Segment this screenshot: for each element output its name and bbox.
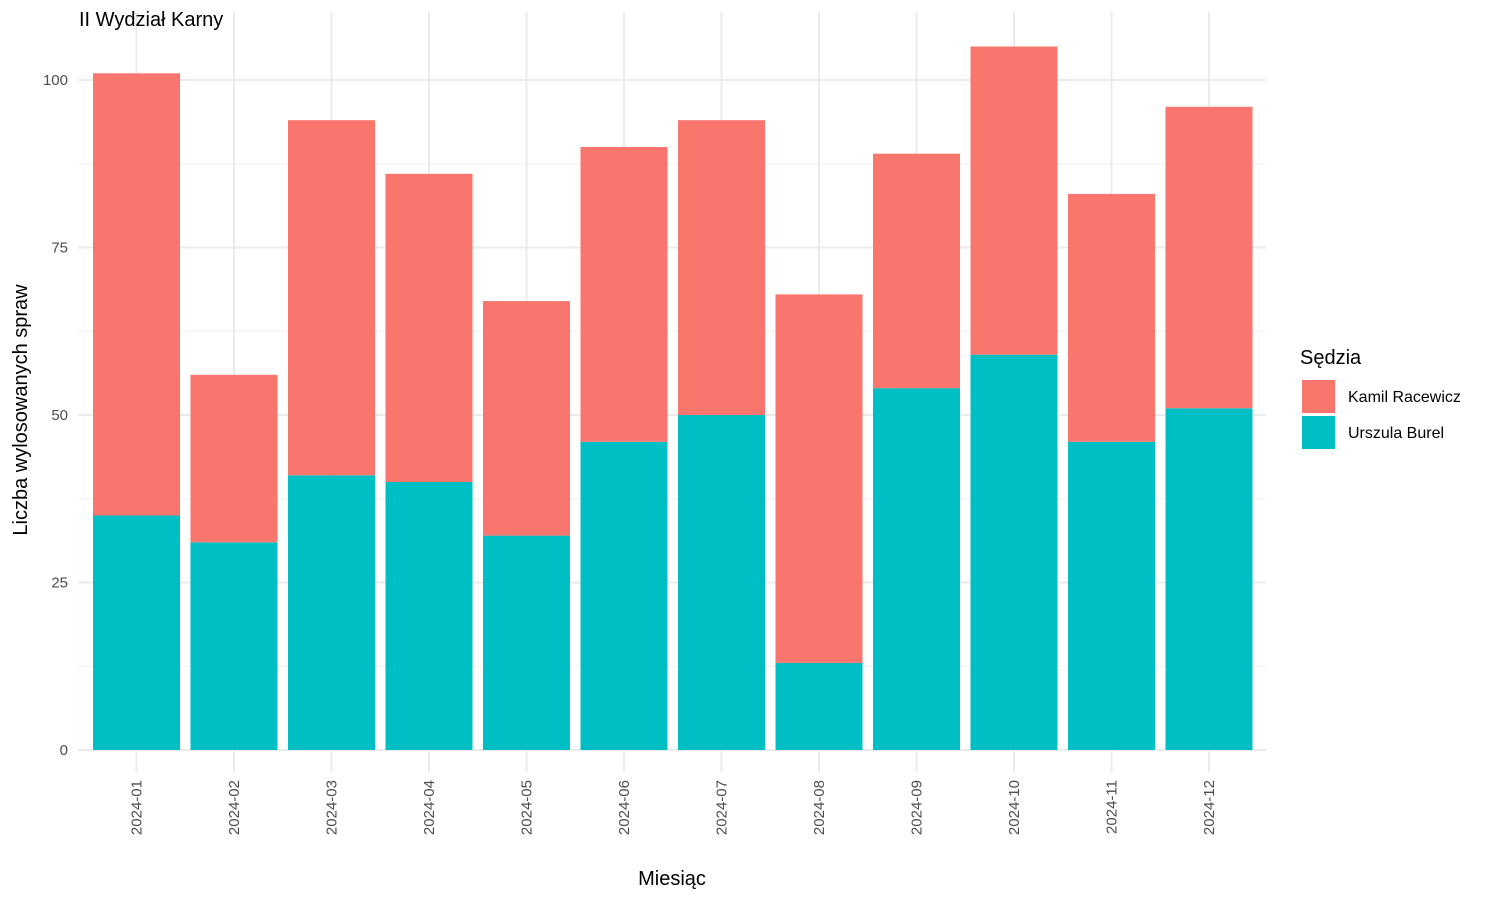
legend-swatch xyxy=(1302,380,1335,413)
y-tick-label: 75 xyxy=(51,240,68,257)
bar-segment xyxy=(190,542,278,750)
x-tick-label: 2024-07 xyxy=(714,780,731,835)
bar-segment xyxy=(970,46,1058,355)
bar-segment xyxy=(93,73,180,516)
x-tick-label: 2024-09 xyxy=(909,780,926,835)
bar-segment xyxy=(1165,408,1253,750)
bar-segment xyxy=(678,415,765,750)
x-axis-ticks: 2024-01 2024-02 2024-03 2024-04 2024-05 2024-… xyxy=(129,780,1219,835)
x-tick-label: 2024-03 xyxy=(324,780,341,835)
bar-segment xyxy=(775,662,863,750)
bar-segment xyxy=(678,120,765,415)
y-axis-title: Liczba wylosowanych spraw xyxy=(10,284,32,536)
x-tick-label: 2024-01 xyxy=(129,780,146,835)
bar-segment xyxy=(385,173,473,483)
bar-segment xyxy=(580,147,668,442)
legend-label: Kamil Racewicz xyxy=(1348,389,1461,406)
bar-segment xyxy=(873,153,960,389)
y-tick-label: 100 xyxy=(43,72,68,89)
bar-segment xyxy=(775,294,863,663)
x-tick-label: 2024-06 xyxy=(616,780,633,835)
x-axis-title: Miesiąc xyxy=(638,868,706,890)
y-axis-ticks: 0 25 50 75 100 xyxy=(43,72,68,759)
bar-segment xyxy=(1068,193,1155,442)
x-tick-label: 2024-02 xyxy=(226,780,243,835)
bar-segment xyxy=(873,388,960,750)
x-tick-label: 2024-12 xyxy=(1201,780,1218,835)
bar-segment xyxy=(288,120,375,476)
bar-segment xyxy=(1068,441,1155,750)
bar-segment xyxy=(93,515,180,750)
bar-segment xyxy=(288,475,375,750)
bar-segment xyxy=(580,441,668,750)
bar-segment xyxy=(1165,106,1253,409)
bar-segment xyxy=(483,301,570,536)
bar-segment xyxy=(385,482,473,750)
legend-swatch xyxy=(1302,416,1335,449)
y-tick-label: 0 xyxy=(60,742,68,759)
bars xyxy=(93,46,1253,750)
x-tick-label: 2024-08 xyxy=(811,780,828,835)
y-tick-label: 25 xyxy=(51,575,68,592)
legend: Sędzia Kamil Racewicz Urszula Burel xyxy=(1300,347,1461,449)
bar-segment xyxy=(190,374,278,543)
chart-title: II Wydział Karny xyxy=(79,9,223,31)
x-tick-label: 2024-10 xyxy=(1006,780,1023,835)
legend-label: Urszula Burel xyxy=(1348,425,1444,442)
bar-segment xyxy=(970,354,1058,750)
legend-title: Sędzia xyxy=(1300,347,1362,369)
x-tick-label: 2024-11 xyxy=(1104,780,1121,834)
x-tick-label: 2024-04 xyxy=(421,780,438,835)
bar-segment xyxy=(483,535,570,750)
y-tick-label: 50 xyxy=(51,407,68,424)
x-tick-label: 2024-05 xyxy=(519,780,536,835)
